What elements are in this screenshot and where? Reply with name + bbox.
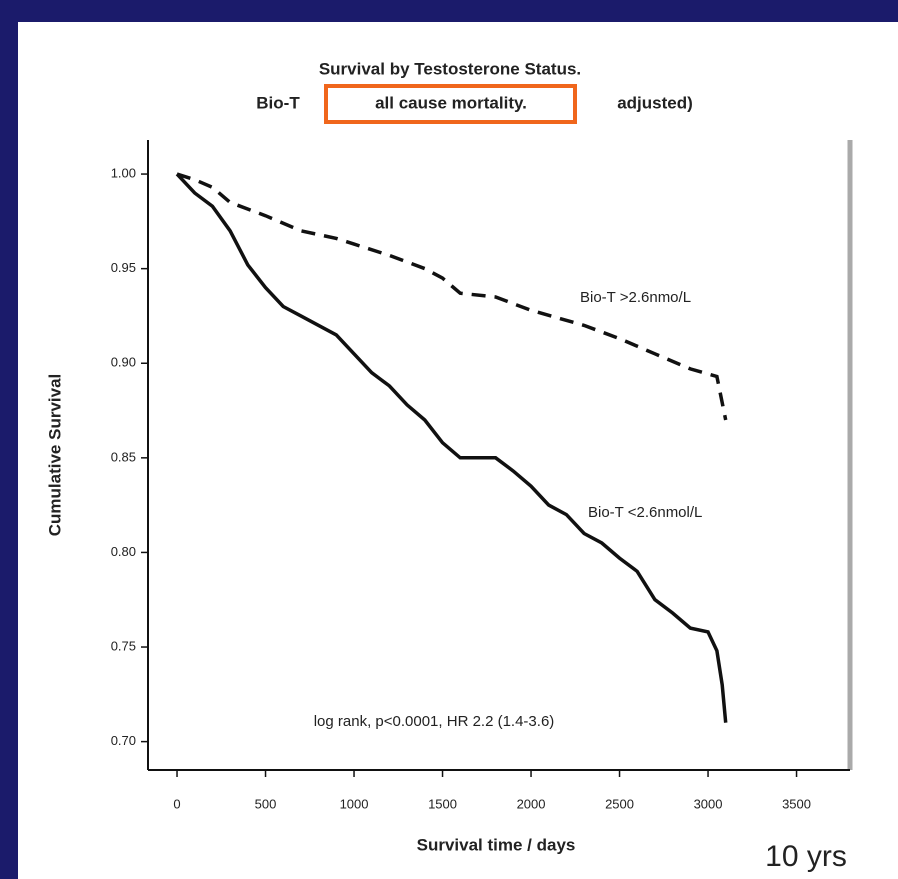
y-tick-label: 0.85: [111, 449, 136, 464]
y-tick-label: 0.80: [111, 544, 136, 559]
chart-subtitle: Bio-T: [256, 93, 300, 112]
y-tick-label: 1.00: [111, 165, 136, 180]
x-tick-label: 2500: [605, 796, 634, 811]
x-tick-label: 2000: [517, 796, 546, 811]
x-tick-label: 500: [255, 796, 277, 811]
y-axis-label: Cumulative Survival: [45, 374, 64, 537]
x-tick-label: 3000: [694, 796, 723, 811]
series-label: Bio-T <2.6nmol/L: [588, 504, 702, 521]
x-tick-label: 3500: [782, 796, 811, 811]
x-tick-label: 1000: [340, 796, 369, 811]
annotation: log rank, p<0.0001, HR 2.2 (1.4-3.6): [314, 713, 555, 730]
x-tick-label: 1500: [428, 796, 457, 811]
x-tick-label: 0: [173, 796, 180, 811]
chart-title: Survival by Testosterone Status.: [319, 59, 581, 78]
series-label: Bio-T >2.6nmo/L: [580, 289, 691, 306]
chart-subtitle: adjusted): [617, 93, 693, 112]
y-tick-label: 0.95: [111, 260, 136, 275]
note: 10 yrs: [765, 840, 847, 873]
x-axis-label: Survival time / days: [417, 835, 576, 854]
highlight-box: [324, 84, 577, 124]
y-tick-label: 0.75: [111, 638, 136, 653]
survival-curve: [175, 172, 728, 723]
y-tick-label: 0.70: [111, 733, 136, 748]
survival-curve: [176, 172, 728, 421]
y-tick-label: 0.90: [111, 355, 136, 370]
chart-background: [18, 22, 898, 879]
chart-subtitle: all cause mortality.: [375, 93, 527, 112]
